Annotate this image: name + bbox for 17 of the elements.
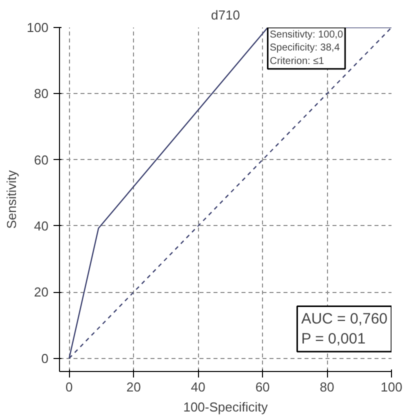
y-tick-label: 100 [26,20,49,35]
y-tick-label: 20 [34,284,49,300]
x-axis-title: 100-Specificity [183,400,268,414]
x-tick-label: 0 [66,380,73,394]
y-tick-label: 60 [34,152,49,168]
y-tick-label: 40 [34,218,49,234]
x-tick-label: 100 [380,380,402,394]
x-tick-label: 60 [255,380,270,394]
y-tick-label: 0 [41,350,49,366]
x-tick-label: 80 [320,380,334,394]
y-tick-label: 80 [34,86,49,102]
annotation: Sensitivty: 100,0 Specificity: 38,4 Criterion: ≤1 [270,30,344,67]
chart-title: d710 [211,8,240,22]
x-tick-label: 20 [126,380,141,394]
y-axis-title: Sensitivity [4,170,19,229]
annotation: AUC = 0,760 P = 0,001 [301,310,388,348]
x-tick-label: 40 [190,380,206,394]
